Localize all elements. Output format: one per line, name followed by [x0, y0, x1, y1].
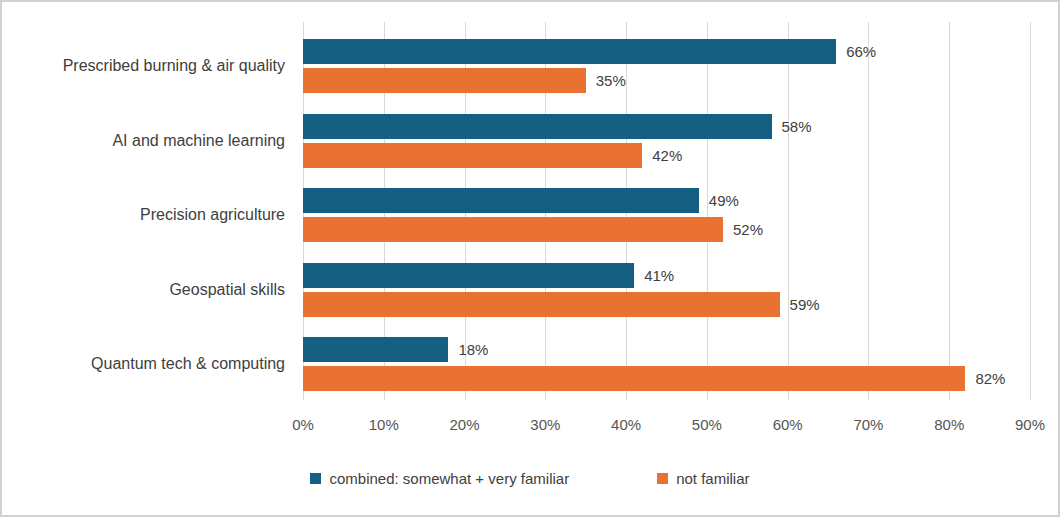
- plot-area: 66% 35% 58% 42% 49% 52% 41% 59% 18% 82%: [303, 22, 1030, 400]
- category-label-prescribed-burning-air-quality: Prescribed burning & air quality: [2, 56, 285, 76]
- x-tick-label-20%: 20%: [425, 416, 505, 433]
- x-tick-label-0%: 0%: [263, 416, 343, 433]
- bar-combined-somewhat-very-familiar-prescribed-burning-air-quality: [303, 39, 836, 64]
- bar-value-label: 18%: [458, 337, 488, 362]
- bar-value-label: 42%: [652, 143, 682, 168]
- x-tick-label-30%: 30%: [505, 416, 585, 433]
- bar-not-familiar-quantum-tech-computing: [303, 366, 965, 391]
- x-tick-label-80%: 80%: [909, 416, 989, 433]
- legend-swatch-icon: [657, 473, 668, 484]
- x-tick-label-10%: 10%: [344, 416, 424, 433]
- category-label-quantum-tech-computing: Quantum tech & computing: [2, 354, 285, 374]
- bar-value-label: 59%: [790, 292, 820, 317]
- bar-value-label: 49%: [709, 188, 739, 213]
- bar-value-label: 41%: [644, 263, 674, 288]
- bar-not-familiar-ai-and-machine-learning: [303, 143, 642, 168]
- bar-not-familiar-precision-agriculture: [303, 217, 723, 242]
- gridline-50%: [707, 22, 708, 400]
- gridline-80%: [949, 22, 950, 400]
- bar-value-label: 66%: [846, 39, 876, 64]
- category-label-geospatial-skills: Geospatial skills: [2, 280, 285, 300]
- bar-combined-somewhat-very-familiar-precision-agriculture: [303, 188, 699, 213]
- bar-combined-somewhat-very-familiar-quantum-tech-computing: [303, 337, 448, 362]
- bar-combined-somewhat-very-familiar-geospatial-skills: [303, 263, 634, 288]
- bar-value-label: 52%: [733, 217, 763, 242]
- x-tick-label-40%: 40%: [586, 416, 666, 433]
- gridline-90%: [1030, 22, 1031, 400]
- x-tick-label-50%: 50%: [667, 416, 747, 433]
- legend-swatch-icon: [310, 473, 321, 484]
- category-label-precision-agriculture: Precision agriculture: [2, 205, 285, 225]
- bar-value-label: 82%: [975, 366, 1005, 391]
- bar-chart: 66% 35% 58% 42% 49% 52% 41% 59% 18% 82% Prescribe…: [0, 0, 1060, 517]
- bar-not-familiar-prescribed-burning-air-quality: [303, 68, 586, 93]
- bar-value-label: 35%: [596, 68, 626, 93]
- gridline-60%: [788, 22, 789, 400]
- bar-combined-somewhat-very-familiar-ai-and-machine-learning: [303, 114, 772, 139]
- legend-item-combined-somewhat-very-familiar: combined: somewhat + very familiar: [310, 470, 569, 487]
- x-tick-label-90%: 90%: [990, 416, 1060, 433]
- x-tick-label-70%: 70%: [828, 416, 908, 433]
- gridline-70%: [868, 22, 869, 400]
- bar-not-familiar-geospatial-skills: [303, 292, 780, 317]
- legend: combined: somewhat + very familiar not fa…: [2, 470, 1058, 487]
- legend-label: combined: somewhat + very familiar: [329, 470, 569, 487]
- legend-item-not-familiar: not familiar: [657, 470, 749, 487]
- legend-label: not familiar: [676, 470, 749, 487]
- category-label-ai-and-machine-learning: AI and machine learning: [2, 131, 285, 151]
- x-tick-label-60%: 60%: [748, 416, 828, 433]
- bar-value-label: 58%: [782, 114, 812, 139]
